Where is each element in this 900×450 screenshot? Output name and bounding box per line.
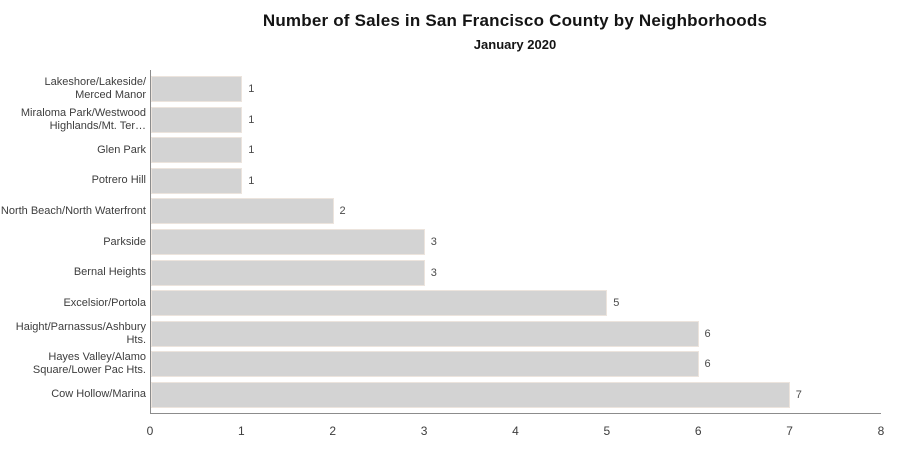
category-label: Bernal Heights <box>73 266 146 279</box>
bar-row: 1 <box>151 135 881 166</box>
bar <box>151 320 699 347</box>
bar-value-label: 1 <box>248 113 255 126</box>
bar-value-label: 5 <box>613 297 620 310</box>
category-label: Hayes Valley/Alamo Square/Lower Pac Hts. <box>32 351 146 377</box>
x-tick-label: 5 <box>603 424 611 438</box>
bar-value-label: 3 <box>430 266 437 279</box>
chart-subtitle: January 2020 <box>473 37 557 52</box>
category-label: Glen Park <box>97 143 146 156</box>
category-labels: Lakeshore/Lakeside/ Merced Manor Miraloma… <box>0 74 146 410</box>
x-tick-label: 6 <box>694 424 702 438</box>
bar-rows: 1 1 1 1 2 3 3 5 6 6 7 <box>151 74 881 410</box>
category-label: Cow Hollow/Marina <box>51 388 146 401</box>
bar <box>151 106 243 133</box>
bar-row: 6 <box>151 349 881 380</box>
bar-row: 6 <box>151 318 881 349</box>
x-tick-label: 4 <box>512 424 519 438</box>
bar <box>151 229 425 255</box>
y-axis-line <box>150 70 151 414</box>
bar-row: 3 <box>151 227 881 258</box>
category-label: North Beach/North Waterfront <box>0 204 146 217</box>
bar-row: 2 <box>151 196 881 227</box>
chart-title: Number of Sales in San Francisco County … <box>262 11 768 30</box>
bar <box>151 76 243 103</box>
x-axis-line <box>150 413 881 414</box>
category-label: Haight/Parnassus/Ashbury Hts. <box>15 320 146 346</box>
bar-row: 5 <box>151 288 881 319</box>
category-label: Miraloma Park/Westwood Highlands/Mt. Ter… <box>20 106 146 132</box>
bar-value-label: 1 <box>248 83 255 96</box>
x-tick-label: 3 <box>420 424 428 438</box>
bar <box>151 351 699 378</box>
x-tick-label: 0 <box>146 424 154 438</box>
bar <box>151 167 243 194</box>
bar-row: 3 <box>151 257 881 288</box>
x-tick-label: 2 <box>329 424 337 438</box>
bar <box>151 137 243 164</box>
bar <box>151 381 790 408</box>
category-label: Lakeshore/Lakeside/ Merced Manor <box>44 76 146 102</box>
bar-value-label: 1 <box>248 144 255 157</box>
bar-value-label: 6 <box>704 358 711 371</box>
bar-value-label: 2 <box>339 205 346 218</box>
bar <box>151 198 334 225</box>
bar-value-label: 7 <box>795 388 802 401</box>
bar <box>151 259 425 286</box>
bar-row: 1 <box>151 74 881 105</box>
bar <box>151 290 608 317</box>
x-tick-label: 7 <box>786 424 793 438</box>
bar-row: 1 <box>151 166 881 197</box>
category-label: Parkside <box>103 235 146 248</box>
x-tick-label: 1 <box>238 424 245 438</box>
category-label: Excelsior/Portola <box>63 296 146 309</box>
bar-value-label: 6 <box>704 327 711 340</box>
bar-row: 7 <box>151 379 881 410</box>
x-tick-label: 8 <box>877 424 885 438</box>
bar-value-label: 1 <box>248 174 255 187</box>
x-axis-ticks: 0 1 2 3 4 5 6 7 8 <box>146 424 885 440</box>
bar-value-label: 3 <box>430 236 437 248</box>
category-label: Potrero Hill <box>91 174 146 187</box>
bar-row: 1 <box>151 105 881 136</box>
